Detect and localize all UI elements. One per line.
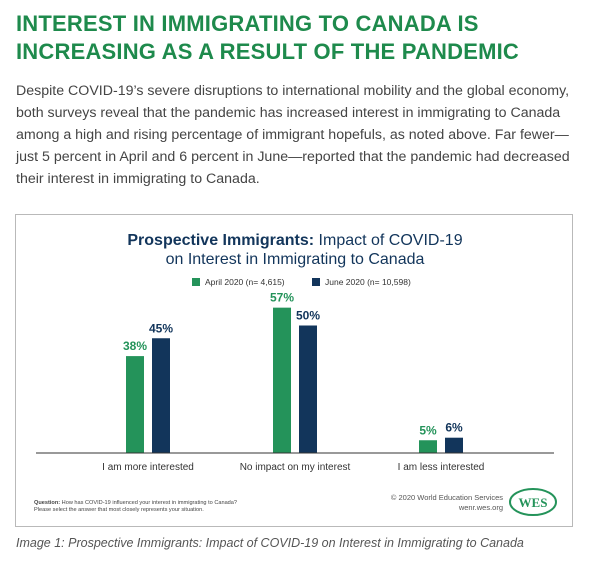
- data-label-no-impact-april: 57%: [270, 291, 294, 305]
- data-label-less-april: 5%: [419, 423, 437, 437]
- category-label-less: I am less interested: [398, 462, 485, 473]
- bar-less-april: [419, 440, 437, 453]
- footnote-line-2: Please select the answer that most close…: [34, 507, 204, 513]
- bar-more-june: [152, 338, 170, 453]
- bar-less-june: [445, 437, 463, 453]
- bars-group: 38%45% 57%50% 5% 6%: [123, 291, 463, 453]
- legend-label-april: April 2020 (n= 4,615): [205, 277, 285, 287]
- heading-line-1: INTEREST IN IMMIGRATING TO CANADA IS: [16, 11, 479, 36]
- wes-logo: WES: [509, 488, 557, 516]
- wes-logo-oval: [509, 488, 557, 516]
- copyright-line-2: wenr.wes.org: [458, 503, 503, 512]
- bar-more-april: [126, 356, 144, 453]
- footnote-question: How has COVID-19 influenced your interes…: [60, 500, 237, 506]
- copyright-line-1: © 2020 World Education Services: [391, 493, 503, 502]
- footnote-bold: Question:: [34, 500, 60, 506]
- article-heading: INTEREST IN IMMIGRATING TO CANADA IS INC…: [16, 10, 581, 66]
- legend-swatch-april: [192, 278, 200, 286]
- chart-title-rest: Impact of COVID-19: [314, 232, 463, 249]
- heading-line-2: INCREASING AS A RESULT OF THE PANDEMIC: [16, 39, 520, 64]
- footnote-line-1: Question: How has COVID-19 influenced yo…: [34, 500, 237, 506]
- bar-no-impact-june: [299, 325, 317, 453]
- article-paragraph: Despite COVID-19’s severe disruptions to…: [16, 83, 570, 187]
- data-label-no-impact-june: 50%: [296, 309, 320, 323]
- category-label-no-impact: No impact on my interest: [240, 462, 351, 473]
- chart-svg: Prospective Immigrants: Impact of COVID-…: [34, 232, 557, 516]
- data-label-more-april: 38%: [123, 339, 147, 353]
- image-caption: Image 1: Prospective Immigrants: Impact …: [16, 536, 524, 550]
- chart-title-bold: Prospective Immigrants:: [127, 232, 314, 249]
- data-label-more-june: 45%: [149, 321, 173, 335]
- legend-label-june: June 2020 (n= 10,598): [325, 277, 411, 287]
- chart-title-line-1: Prospective Immigrants: Impact of COVID-…: [127, 232, 462, 249]
- bar-no-impact-april: [273, 307, 291, 453]
- legend-swatch-june: [312, 278, 320, 286]
- category-label-more: I am more interested: [102, 462, 194, 473]
- wes-logo-text: WES: [519, 495, 548, 510]
- data-label-less-june: 6%: [445, 421, 463, 435]
- chart-title-line-2: on Interest in Immigrating to Canada: [166, 251, 425, 268]
- chart-frame: Prospective Immigrants: Impact of COVID-…: [15, 214, 573, 527]
